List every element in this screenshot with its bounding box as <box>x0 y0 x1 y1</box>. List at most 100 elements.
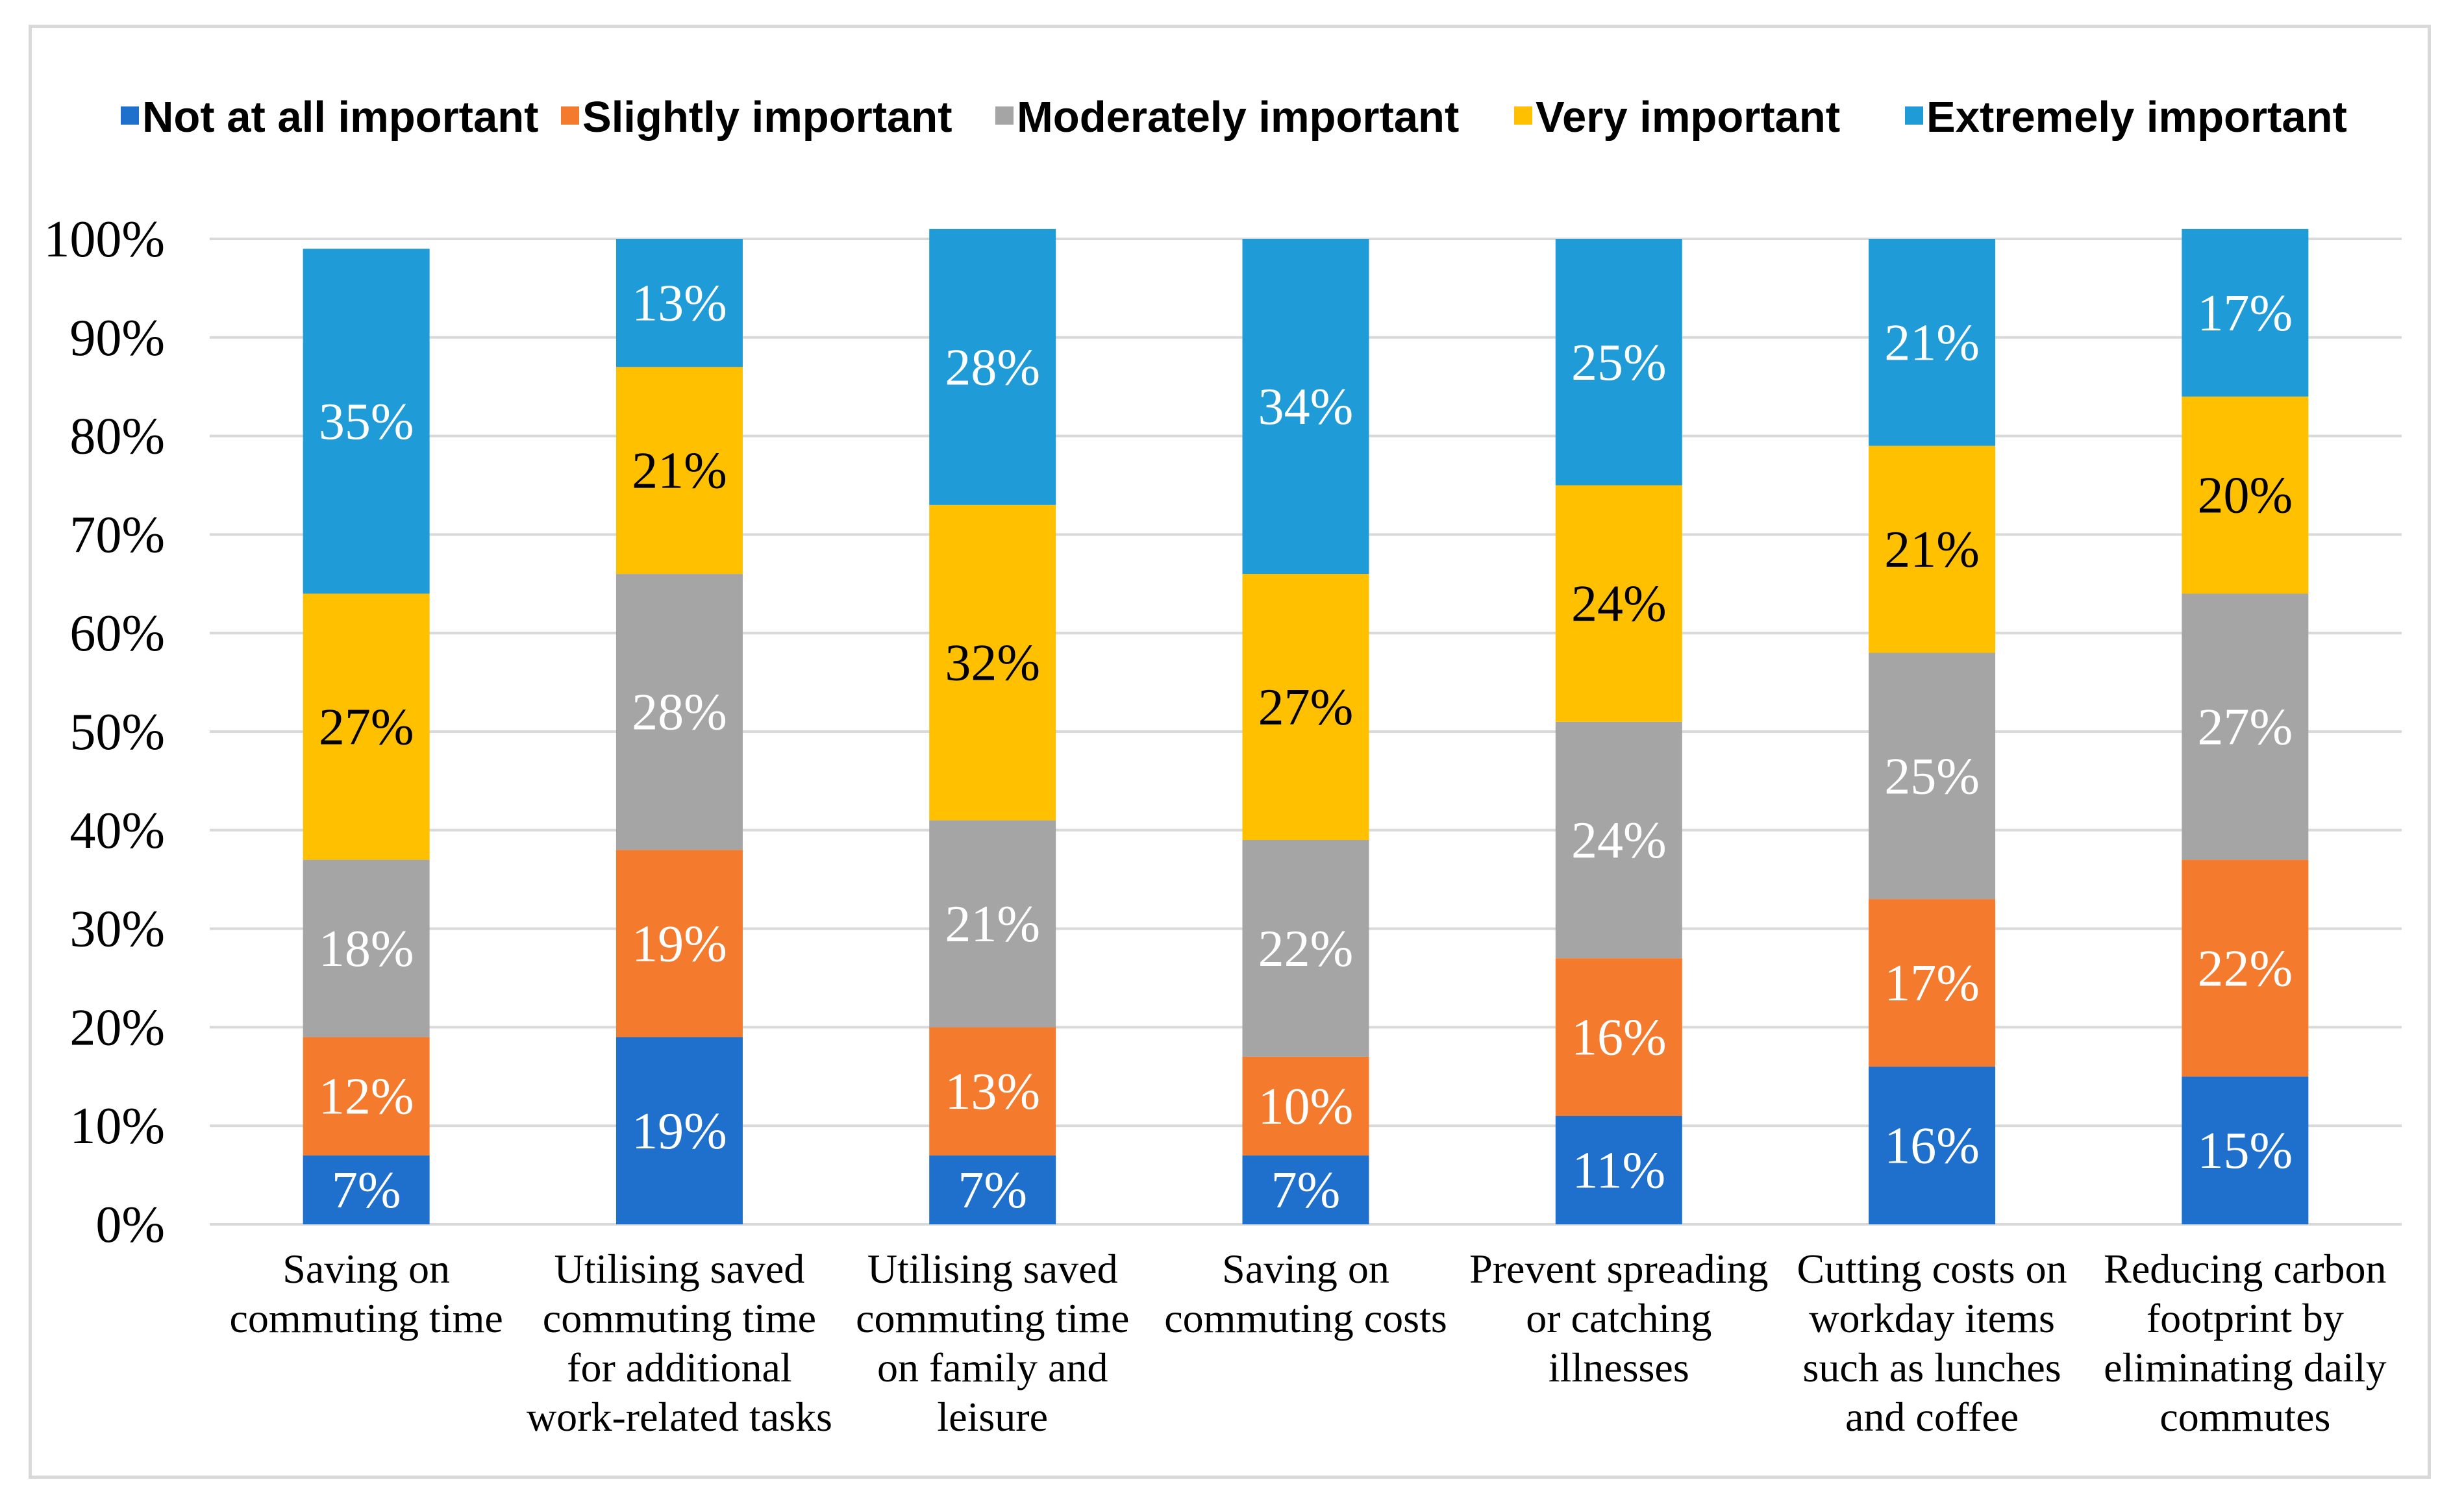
x-category-label: Cutting costs on workday items such as lun… <box>1797 1246 2067 1440</box>
data-label: 11% <box>1572 1143 1665 1200</box>
bar-segment <box>929 504 1056 821</box>
y-tick-label: 100% <box>44 211 165 268</box>
data-label: 19% <box>632 915 727 972</box>
bar-segment <box>2182 396 2309 594</box>
legend-item: Not at all important <box>121 93 538 142</box>
x-category-label: Saving on commuting costs <box>1164 1246 1447 1341</box>
bar-stack: 11% 16% 24% 24% 25% <box>1555 239 1682 1224</box>
x-category-label: Prevent spreading or catching illnesses <box>1469 1246 1768 1391</box>
bar-segment <box>1869 652 1996 900</box>
data-label: 7% <box>958 1162 1027 1219</box>
bar-segment <box>1242 1155 1369 1224</box>
data-label: 22% <box>2198 940 2293 997</box>
y-tick-label: 80% <box>69 408 165 465</box>
data-label: 7% <box>332 1162 401 1219</box>
data-label: 13% <box>632 275 727 332</box>
bar-stack: 7% 13% 21% 32% 28% <box>929 229 1056 1224</box>
bar-stack: 15% 22% 27% 20% 17% <box>2182 229 2309 1224</box>
bar-segment <box>1242 1056 1369 1156</box>
bar-segment <box>2182 1076 2309 1224</box>
bars: 7% 12% 18% 27% 35% 19% 19% 28% 21% 13% 7% 13% 21% 32%… <box>303 229 2309 1224</box>
x-category-label: Utilising saved commuting time for additio… <box>527 1246 832 1440</box>
data-label: 22% <box>1258 921 1354 978</box>
data-label: 27% <box>319 698 414 756</box>
y-tick-label: 30% <box>69 901 165 958</box>
data-label: 20% <box>2198 467 2293 525</box>
y-tick-label: 50% <box>69 704 165 761</box>
y-tick-label: 60% <box>69 605 165 662</box>
data-label: 17% <box>1884 955 1980 1012</box>
legend-swatch <box>121 106 139 125</box>
data-label: 17% <box>2198 285 2293 342</box>
data-label: 10% <box>1258 1078 1354 1135</box>
data-label: 28% <box>945 339 1040 396</box>
bar-segment <box>303 1037 430 1156</box>
x-category-label: Reducing carbon footprint by eliminating d… <box>2104 1246 2386 1440</box>
bar-segment <box>303 249 430 594</box>
data-label: 16% <box>1571 1009 1667 1067</box>
legend-swatch <box>1514 106 1532 125</box>
bar-segment <box>929 820 1056 1028</box>
y-tick-label: 70% <box>69 506 165 563</box>
bar-segment <box>1242 574 1369 840</box>
bar-segment <box>303 1155 430 1224</box>
data-label: 21% <box>1884 521 1980 578</box>
legend-label: Not at all important <box>142 93 538 142</box>
bar-segment <box>1869 445 1996 653</box>
bar-segment <box>2182 593 2309 860</box>
bar-segment <box>1242 239 1369 575</box>
bar-segment <box>2182 229 2309 397</box>
data-label: 32% <box>945 635 1040 692</box>
bar-segment <box>929 229 1056 505</box>
y-tick-label: 90% <box>69 310 165 367</box>
bar-segment <box>616 1037 743 1224</box>
data-label: 21% <box>1884 314 1980 371</box>
data-label: 25% <box>1884 748 1980 805</box>
bar-segment <box>303 593 430 860</box>
bar-segment <box>1869 239 1996 446</box>
bar-stack: 7% 12% 18% 27% 35% <box>303 249 430 1224</box>
data-label: 34% <box>1258 378 1354 436</box>
y-tick-label: 40% <box>69 802 165 859</box>
legend-item: Very important <box>1514 93 1840 142</box>
legend-item: Moderately important <box>995 93 1459 142</box>
legend-label: Very important <box>1536 93 1840 142</box>
bar-segment <box>929 1027 1056 1156</box>
bar-segment <box>616 239 743 367</box>
data-label: 27% <box>1258 679 1354 736</box>
bar-segment <box>2182 859 2309 1077</box>
legend-swatch <box>561 106 579 125</box>
data-label: 35% <box>319 393 414 451</box>
data-label: 19% <box>632 1103 727 1160</box>
bar-segment <box>1869 899 1996 1067</box>
data-label: 25% <box>1571 334 1667 391</box>
legend-swatch <box>1905 106 1923 125</box>
bar-stack: 16% 17% 25% 21% 21% <box>1869 239 1996 1224</box>
legend-item: Extremely important <box>1905 93 2347 142</box>
legend-label: Moderately important <box>1017 93 1459 142</box>
bar-segment <box>616 574 743 850</box>
y-tick-label: 0% <box>95 1196 165 1254</box>
data-label: 24% <box>1571 812 1667 869</box>
y-tick-label: 20% <box>69 999 165 1056</box>
data-label: 18% <box>319 921 414 978</box>
legend-label: Slightly important <box>582 93 952 142</box>
y-axis: 0% 10% 20% 30% 40% 50% 60% 70% 80% 90% 100% <box>44 211 165 1254</box>
data-label: 16% <box>1884 1118 1980 1175</box>
x-category-label: Saving on commuting time <box>230 1246 503 1341</box>
chart-frame: Not at all important Slightly important Mo… <box>29 25 2431 1479</box>
x-axis: Saving on commuting time Utilising saved co… <box>230 1246 2387 1440</box>
legend: Not at all important Slightly important Mo… <box>121 93 2347 142</box>
legend-swatch <box>995 106 1014 125</box>
bar-segment <box>1555 721 1682 959</box>
bar-segment <box>616 367 743 575</box>
data-label: 21% <box>945 896 1040 953</box>
data-label: 27% <box>2198 698 2293 756</box>
stacked-bar-chart: Not at all important Slightly important Mo… <box>44 93 2402 1440</box>
bar-segment <box>1555 485 1682 722</box>
bar-segment <box>1555 958 1682 1117</box>
bar-segment <box>303 859 430 1037</box>
legend-item: Slightly important <box>561 93 952 142</box>
y-tick-label: 10% <box>69 1098 165 1155</box>
data-label: 24% <box>1571 576 1667 633</box>
